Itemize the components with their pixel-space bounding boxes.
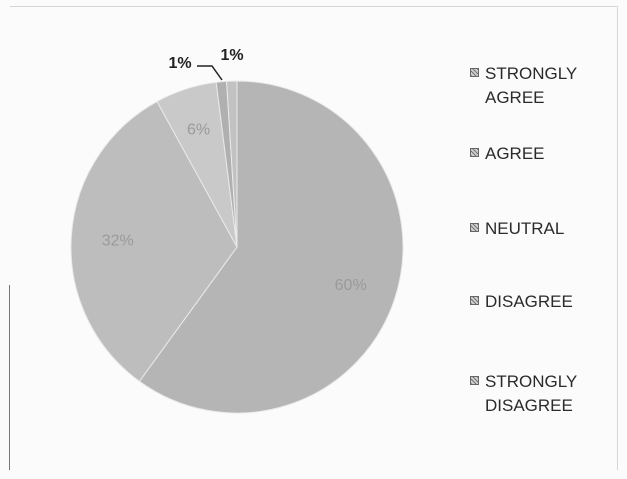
frame-border-left (9, 285, 10, 470)
data-label-disagree: 1% (168, 55, 191, 72)
frame-border-top (10, 6, 618, 7)
data-label-strongly-disagree: 1% (220, 47, 243, 64)
data-label-agree: 32% (102, 232, 134, 249)
legend-swatch-icon (470, 296, 479, 305)
legend-item-strongly-disagree: STRONGLY DISAGREE (470, 370, 605, 418)
pie-slice-strongly-agree (138, 80, 404, 414)
leader-line (197, 65, 223, 81)
data-label-neutral: 6% (187, 122, 210, 139)
data-label-strongly-agree: 60% (335, 277, 367, 294)
legend-label: STRONGLY DISAGREE (485, 372, 578, 415)
legend-label: AGREE (485, 144, 545, 163)
legend-label: STRONGLY AGREE (485, 64, 578, 107)
legend-item-neutral: NEUTRAL (470, 217, 605, 241)
legend-label: NEUTRAL (485, 219, 565, 238)
legend-swatch-icon (470, 148, 479, 157)
legend-swatch-icon (470, 223, 479, 232)
frame-border-right (617, 6, 618, 470)
legend-item-agree: AGREE (470, 142, 605, 166)
legend-swatch-icon (470, 68, 479, 77)
legend-item-strongly-agree: STRONGLY AGREE (470, 62, 605, 110)
pie-slice-strongly-disagree (226, 80, 238, 248)
legend-swatch-icon (470, 376, 479, 385)
legend-label: DISAGREE (485, 292, 573, 311)
legend-item-disagree: DISAGREE (470, 290, 605, 314)
pie-slice-agree (70, 100, 238, 382)
